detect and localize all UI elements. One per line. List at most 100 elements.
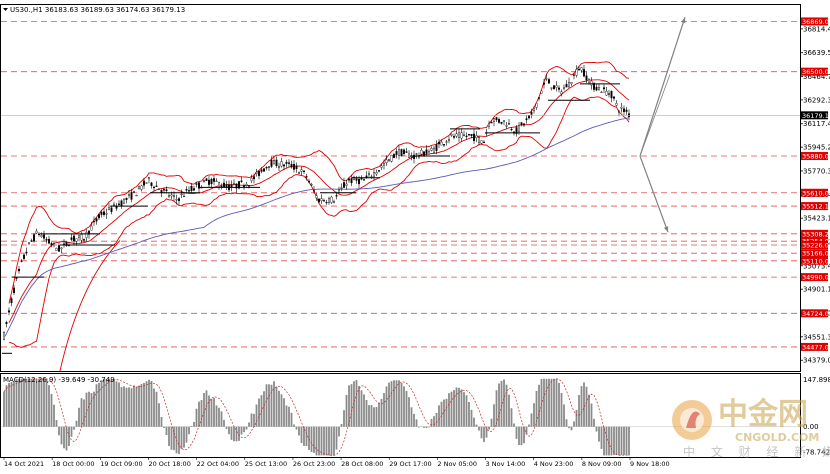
candle-body <box>56 248 58 250</box>
candle-body <box>301 170 303 172</box>
candle-body <box>616 103 618 105</box>
macd-bar <box>586 387 588 427</box>
candle-body <box>218 183 220 187</box>
macd-bar <box>543 379 545 427</box>
candle-body <box>28 243 30 244</box>
macd-bar <box>531 413 533 426</box>
candle-body <box>106 213 108 214</box>
candle-body <box>158 189 160 190</box>
price-tick-label: 35423.15 <box>803 215 830 223</box>
candle-body <box>478 137 480 142</box>
candle-body <box>226 185 228 187</box>
candle-body <box>133 191 135 192</box>
candle-body <box>173 195 175 196</box>
candle-body <box>6 322 8 323</box>
level-tag-label: 36869.00 <box>802 18 830 26</box>
macd-bar <box>403 386 405 426</box>
macd-bar <box>518 427 520 445</box>
candle-body <box>291 164 293 167</box>
candle-body <box>128 194 130 195</box>
time-tick-label: 25 Oct 13:00 <box>245 460 287 468</box>
macd-bar <box>341 424 343 427</box>
candle-body <box>186 189 188 190</box>
candle-body <box>136 195 138 196</box>
candle-body <box>116 206 118 208</box>
candle-body <box>571 82 573 84</box>
macd-bar <box>181 427 183 449</box>
macd-bar <box>161 417 163 427</box>
time-tick-label: 8 Nov 09:00 <box>582 460 622 468</box>
macd-bar <box>343 410 345 426</box>
macd-bar <box>526 427 528 434</box>
macd-bar <box>373 407 375 426</box>
macd-bar <box>463 392 465 426</box>
macd-bar <box>573 421 575 426</box>
candle-body <box>611 91 613 98</box>
candle-body <box>21 261 23 262</box>
candle-body <box>433 148 435 152</box>
macd-bar <box>26 379 28 427</box>
macd-bar <box>406 391 408 427</box>
macd-bar <box>496 390 498 426</box>
macd-bar <box>591 404 593 427</box>
candle-body <box>483 142 485 143</box>
candle-body <box>103 212 105 215</box>
candle-body <box>278 166 280 167</box>
macd-bar <box>326 427 328 456</box>
candle-body <box>548 79 550 83</box>
macd-bar <box>558 383 560 427</box>
macd-bar <box>21 379 23 427</box>
macd-bar <box>301 427 303 443</box>
macd-bar <box>576 410 578 427</box>
macd-bar <box>393 380 395 426</box>
candle-body <box>596 87 598 90</box>
candle-body <box>13 288 15 293</box>
macd-bar <box>266 384 268 426</box>
macd-bar <box>401 383 403 427</box>
watermark: 中金网 CNGOLD.COM 中 文 财 经 新 媒 体 <box>672 397 830 459</box>
candle-body <box>598 88 600 90</box>
macd-bar <box>448 393 450 426</box>
macd-bar <box>628 427 630 456</box>
macd-bar <box>386 386 388 426</box>
macd-bar <box>358 386 360 427</box>
candle-body <box>621 107 623 108</box>
candle-body <box>61 248 63 249</box>
candle-body <box>568 82 570 87</box>
candle-body <box>403 150 405 154</box>
macd-bar <box>608 427 610 456</box>
macd-bar <box>168 427 170 446</box>
macd-bar <box>121 387 123 427</box>
candle-body <box>153 187 155 188</box>
candle-body <box>203 180 205 182</box>
candle-body <box>336 195 338 196</box>
macd-bar <box>473 418 475 427</box>
candle-body <box>321 199 323 201</box>
macd-bar <box>311 427 313 452</box>
macd-bar <box>596 427 598 432</box>
macd-bar <box>281 394 283 426</box>
macd-bar <box>123 386 125 426</box>
candle-body <box>511 129 513 130</box>
macd-bar <box>338 427 340 437</box>
candle-body <box>176 199 178 200</box>
macd-bar <box>551 379 553 427</box>
candle-body <box>386 160 388 163</box>
candle-body <box>3 332 5 339</box>
macd-bar <box>618 427 620 455</box>
macd-bar <box>231 427 233 440</box>
macd-bar <box>461 389 463 426</box>
candle-body <box>98 214 100 218</box>
candle-body <box>406 152 408 153</box>
macd-bar <box>61 427 63 445</box>
candle-body <box>496 118 498 120</box>
candle-body <box>391 155 393 161</box>
candle-body <box>453 136 455 137</box>
candle-body <box>41 235 43 236</box>
candle-body <box>583 69 585 76</box>
macd-bar <box>158 403 160 426</box>
macd-bar <box>613 427 615 455</box>
candle-body <box>366 176 368 178</box>
macd-bar <box>616 427 618 455</box>
